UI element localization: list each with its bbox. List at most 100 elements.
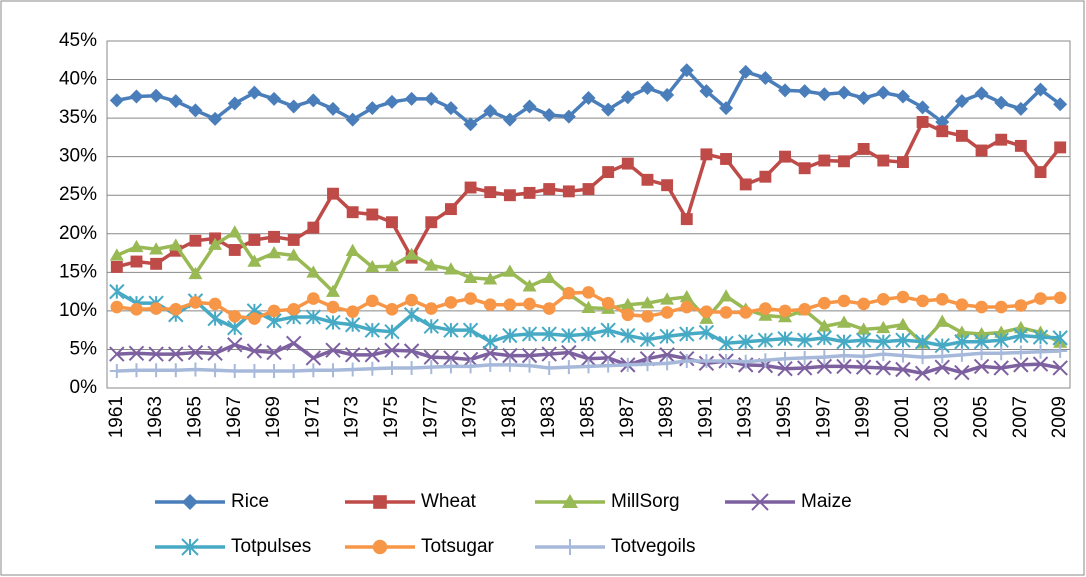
marker: [935, 314, 950, 327]
marker: [208, 237, 223, 250]
marker: [778, 351, 793, 366]
marker: [306, 93, 321, 108]
marker: [542, 108, 557, 123]
marker: [149, 363, 164, 378]
marker: [325, 342, 341, 358]
marker: [189, 296, 202, 309]
x-tick-label: 1961: [106, 396, 127, 438]
marker: [385, 303, 399, 316]
legend-label: Totsugar: [421, 536, 495, 557]
marker: [1052, 330, 1068, 346]
marker: [818, 154, 831, 167]
x-tick-label: 2007: [1010, 396, 1031, 438]
marker: [541, 346, 557, 362]
marker: [855, 359, 872, 375]
x-tick-label: 1973: [342, 396, 363, 438]
marker: [1014, 139, 1027, 152]
marker: [600, 322, 616, 338]
marker: [247, 254, 262, 267]
marker: [228, 244, 241, 256]
marker: [994, 95, 1009, 110]
marker: [777, 361, 793, 377]
marker: [719, 354, 734, 369]
marker: [935, 293, 949, 306]
marker: [698, 324, 715, 341]
marker: [365, 259, 380, 273]
marker: [326, 284, 341, 297]
marker: [778, 83, 793, 98]
legend-label: Wheat: [421, 491, 477, 512]
marker: [423, 349, 439, 365]
marker: [286, 248, 301, 261]
marker: [797, 84, 812, 99]
marker: [130, 255, 143, 268]
marker: [345, 362, 360, 377]
marker: [1032, 329, 1049, 345]
marker: [836, 315, 851, 328]
marker: [268, 230, 281, 243]
marker: [1052, 360, 1068, 376]
marker: [796, 360, 813, 376]
marker: [404, 360, 419, 375]
marker: [542, 302, 556, 315]
marker: [384, 324, 400, 340]
marker: [954, 347, 969, 362]
marker: [818, 296, 831, 310]
marker: [738, 64, 753, 79]
marker: [306, 265, 321, 278]
marker: [582, 286, 595, 299]
marker: [345, 243, 360, 256]
marker: [876, 347, 891, 362]
marker: [168, 238, 183, 251]
marker: [384, 94, 399, 109]
marker: [168, 346, 184, 362]
marker: [502, 357, 517, 372]
marker: [581, 359, 596, 374]
marker: [521, 326, 538, 342]
marker: [679, 63, 694, 78]
marker: [934, 359, 950, 375]
marker: [306, 363, 321, 378]
marker: [954, 364, 970, 381]
marker: [660, 356, 675, 371]
marker: [188, 103, 203, 118]
marker: [483, 272, 498, 285]
x-tick-label: 2009: [1049, 396, 1070, 438]
marker: [503, 189, 516, 202]
marker: [660, 87, 675, 102]
marker: [405, 293, 418, 307]
marker: [836, 358, 852, 375]
marker: [777, 330, 793, 347]
marker: [838, 155, 850, 168]
marker: [326, 101, 341, 116]
marker: [464, 181, 477, 194]
legend-marker: [562, 494, 578, 508]
marker: [267, 364, 282, 379]
marker: [640, 296, 655, 309]
marker: [916, 294, 929, 308]
marker: [679, 326, 695, 342]
marker: [443, 322, 459, 338]
marker: [1013, 345, 1028, 360]
y-tick-label: 35%: [59, 107, 97, 128]
x-tick-label: 2001: [892, 396, 913, 438]
marker: [483, 298, 497, 312]
marker: [346, 206, 359, 219]
marker: [444, 203, 457, 216]
marker: [424, 302, 438, 315]
x-tick-label: 1967: [224, 396, 245, 438]
marker: [620, 90, 635, 105]
marker: [483, 104, 498, 119]
marker: [895, 332, 911, 348]
marker: [522, 279, 537, 292]
marker: [305, 309, 322, 325]
marker: [935, 349, 950, 364]
marker: [955, 129, 968, 142]
marker: [227, 364, 242, 379]
marker: [365, 101, 380, 116]
marker: [169, 244, 182, 257]
x-tick-label: 1971: [302, 396, 323, 438]
marker: [601, 102, 616, 117]
marker: [816, 330, 833, 346]
